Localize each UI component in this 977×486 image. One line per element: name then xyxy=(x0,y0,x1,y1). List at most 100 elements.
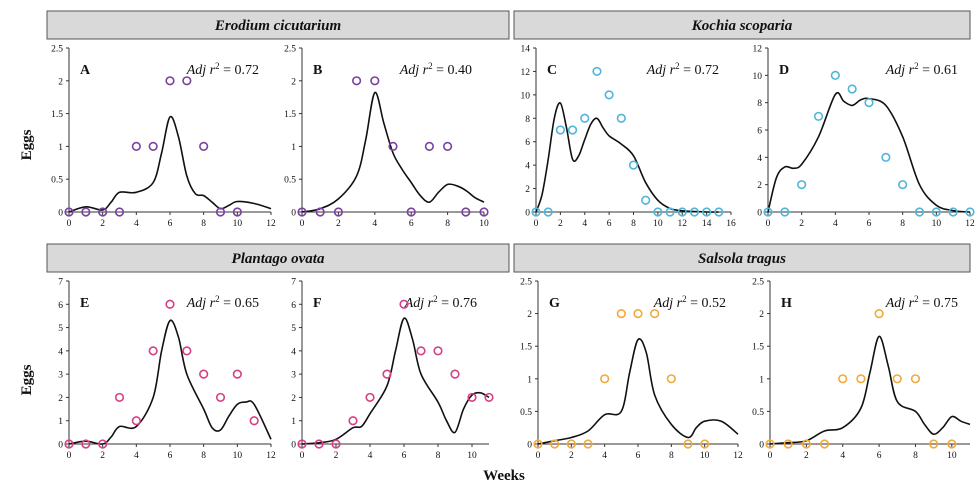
data-point xyxy=(881,152,891,162)
x-tick-label: 2 xyxy=(100,451,105,461)
y-tick-label: 2 xyxy=(291,77,296,87)
species-name: Plantago ovata xyxy=(232,251,325,267)
x-tick-label: 12 xyxy=(266,451,276,461)
y-tick-label: 1.5 xyxy=(520,343,532,353)
data-point xyxy=(813,111,824,121)
y-tick-label: 0.5 xyxy=(284,176,296,186)
panel-g: 0 0.5 1 1.5 2 2.5 0 2 4 6 8 10 12 G Adj r2 = 0.52 xyxy=(520,278,743,462)
data-point xyxy=(653,207,663,217)
data-point xyxy=(64,207,74,217)
y-tick-label: 10 xyxy=(753,72,763,82)
data-point xyxy=(714,207,724,217)
data-point xyxy=(388,141,398,151)
data-point xyxy=(689,207,700,217)
adj-r2-label: Adj r2 = 0.72 xyxy=(186,61,259,78)
fitted-curve xyxy=(767,91,971,213)
panel-d: 0 2 4 6 8 10 12 0 2 4 6 8 10 12 D Adj r2 = 0.61 xyxy=(753,45,976,230)
data-point xyxy=(763,207,773,217)
data-point xyxy=(370,76,380,86)
adj-r2-label: Adj r2 = 0.72 xyxy=(646,61,719,78)
x-tick-label: 10 xyxy=(700,451,710,461)
x-tick-label: 12 xyxy=(678,219,688,229)
data-point xyxy=(931,207,941,217)
data-point xyxy=(131,416,141,426)
data-point xyxy=(114,207,125,217)
data-point xyxy=(148,346,158,356)
data-point xyxy=(616,309,626,319)
data-point xyxy=(450,369,460,379)
y-tick-label: 0.5 xyxy=(51,176,63,186)
x-tick-label: 0 xyxy=(300,451,305,461)
data-point xyxy=(898,180,908,190)
data-point xyxy=(365,392,375,403)
data-point xyxy=(874,309,884,319)
data-point xyxy=(531,207,541,217)
data-point xyxy=(315,207,325,217)
x-tick-label: 4 xyxy=(833,219,838,229)
data-point xyxy=(677,207,687,217)
panel-label: C xyxy=(547,63,557,78)
y-tick-label: 2 xyxy=(291,394,296,404)
species-header-0: Erodium cicutarium xyxy=(46,10,510,40)
y-tick-label: 12 xyxy=(753,45,763,55)
adj-r2-label: Adj r2 = 0.76 xyxy=(404,294,477,311)
data-point xyxy=(666,374,676,384)
y-tick-label: 1 xyxy=(291,143,296,153)
data-point xyxy=(406,207,416,217)
data-point xyxy=(838,374,848,384)
panel-h: 0 0.5 1 1.5 2 2.5 0 2 4 6 8 10 H Adj r2 = 0.75 xyxy=(752,278,971,461)
data-point xyxy=(948,207,958,217)
data-point xyxy=(215,207,226,217)
data-point xyxy=(700,439,710,449)
x-tick-label: 10 xyxy=(233,451,243,461)
data-point xyxy=(683,439,693,449)
y-tick-label: 1.5 xyxy=(284,110,296,120)
panels: 00.511.522.50 2 4 6 8 10 12A Adj r2 = 0.7200.51… xyxy=(51,45,975,462)
x-tick-label: 8 xyxy=(201,219,206,229)
x-tick-label: 16 xyxy=(726,219,736,229)
panel-label: H xyxy=(781,296,792,311)
y-tick-label: 2.5 xyxy=(752,278,764,288)
y-tick-label: 0 xyxy=(525,209,530,219)
data-point xyxy=(297,439,307,449)
panel-label: D xyxy=(779,63,789,78)
y-tick-label: 1.5 xyxy=(752,343,764,353)
x-tick-label: 2 xyxy=(804,451,809,461)
data-point xyxy=(331,439,341,449)
x-tick-label: 0 xyxy=(766,219,771,229)
data-point xyxy=(148,141,158,151)
x-tick-label: 0 xyxy=(536,451,541,461)
panel-label: B xyxy=(313,63,322,78)
y-tick-label: 2 xyxy=(759,310,764,320)
data-point xyxy=(543,207,553,217)
data-point xyxy=(461,207,471,217)
data-point xyxy=(433,346,443,356)
adj-r2-label: Adj r2 = 0.40 xyxy=(399,61,472,78)
data-point xyxy=(765,439,775,449)
data-point xyxy=(314,439,324,449)
y-tick-label: 12 xyxy=(521,68,531,78)
data-point xyxy=(783,439,793,449)
x-axis-label: Weeks xyxy=(483,468,525,484)
data-point xyxy=(555,125,565,135)
data-point xyxy=(533,439,543,449)
adj-r2-label: Adj r2 = 0.61 xyxy=(885,61,958,78)
data-point xyxy=(947,439,957,449)
y-axis-label: Eggs xyxy=(19,129,35,160)
x-tick-label: 0 xyxy=(768,451,773,461)
y-tick-label: 2 xyxy=(58,77,63,87)
x-tick-label: 10 xyxy=(653,219,663,229)
fitted-curve xyxy=(537,338,739,445)
y-tick-label: 10 xyxy=(521,91,531,101)
data-point xyxy=(583,439,593,449)
y-tick-label: 0 xyxy=(291,209,296,219)
y-tick-label: 2 xyxy=(527,310,532,320)
species-header-3: Salsola tragus xyxy=(513,243,971,273)
x-tick-label: 4 xyxy=(602,451,607,461)
y-tick-label: 0.5 xyxy=(752,408,764,418)
y-tick-label: 5 xyxy=(58,324,63,334)
x-tick-label: 2 xyxy=(558,219,563,229)
x-tick-label: 10 xyxy=(233,219,243,229)
